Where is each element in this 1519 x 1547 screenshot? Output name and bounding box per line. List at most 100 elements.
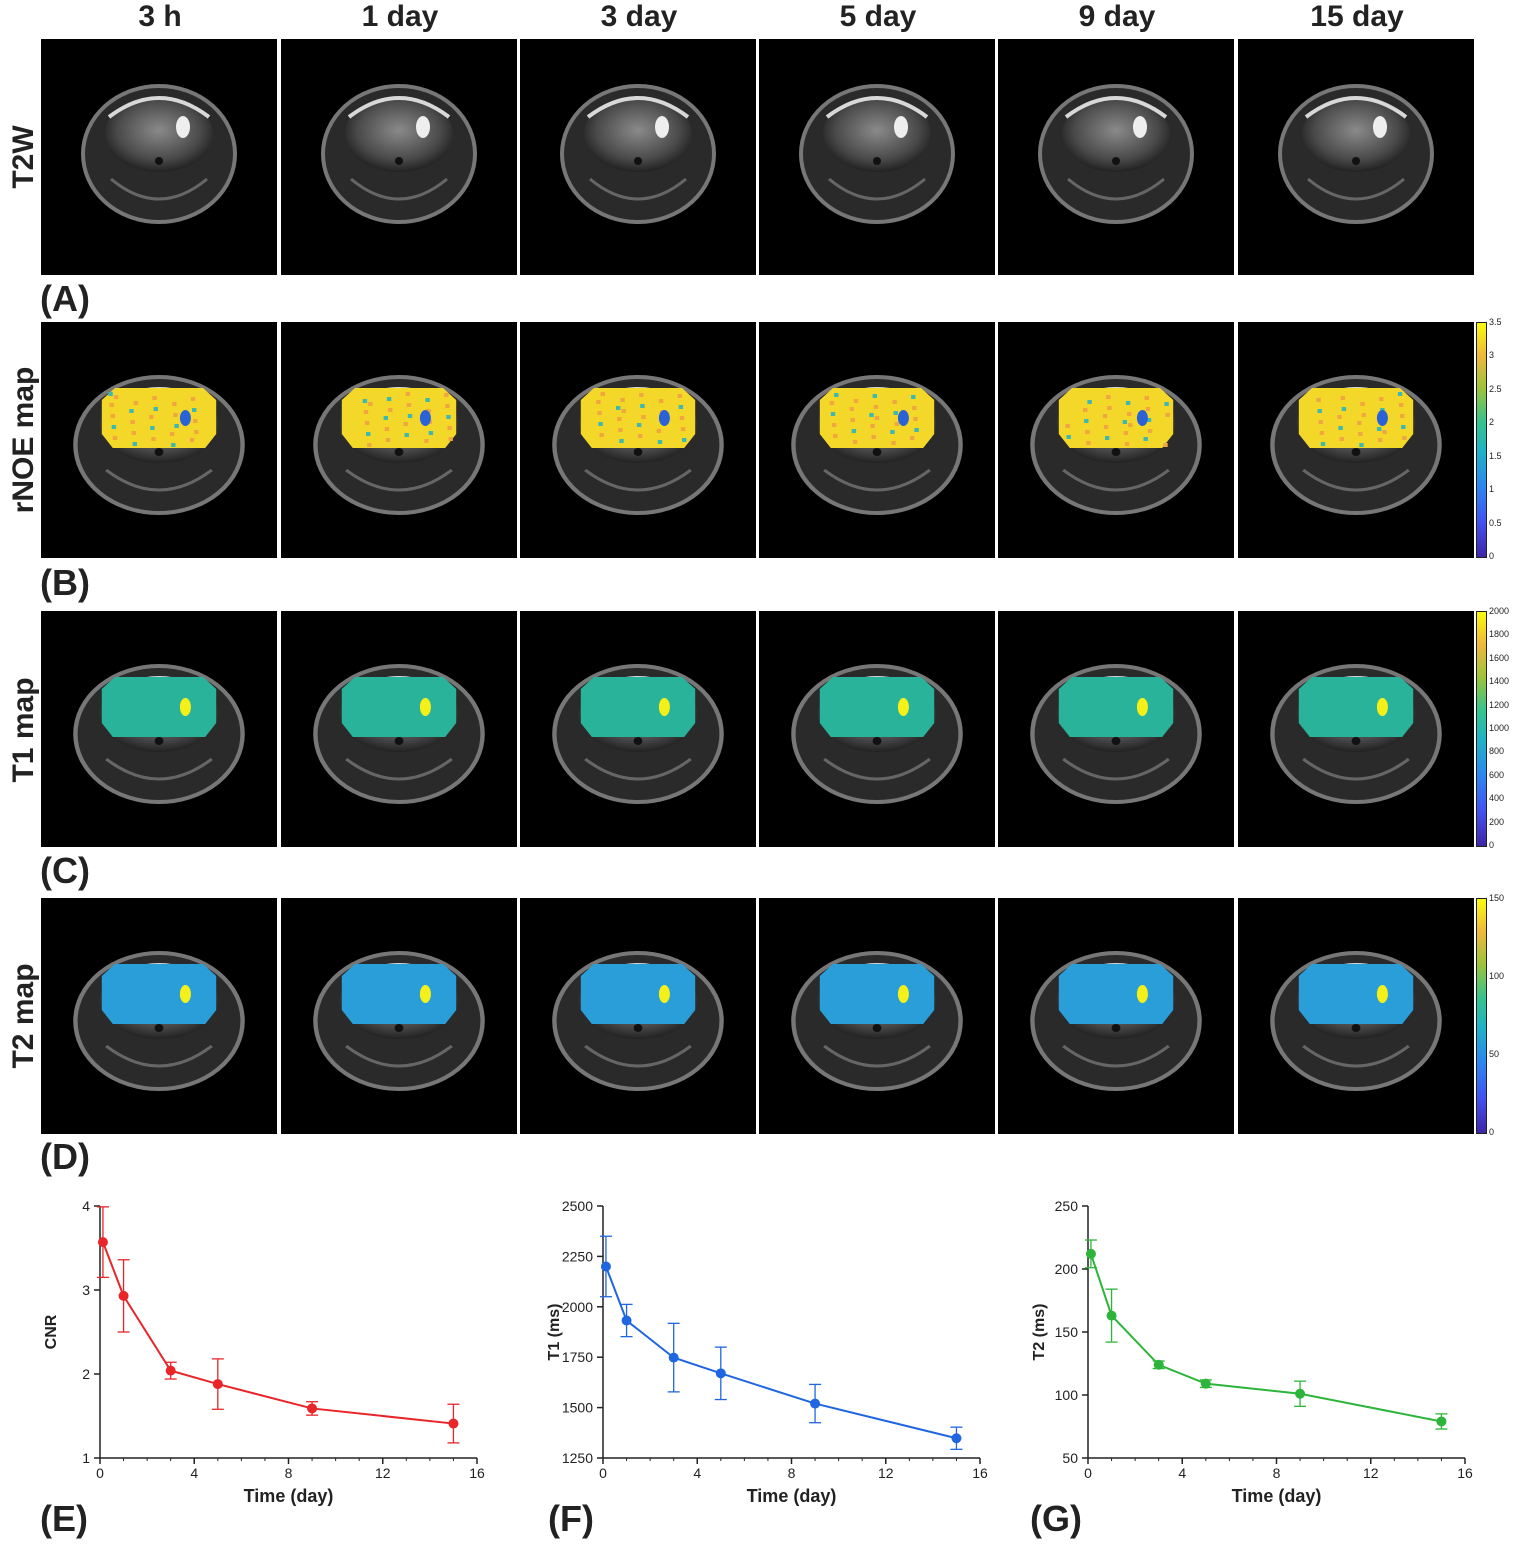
t2-line-chart: 0 4 8 12 16 50 100 150 200 250 Time (day) T2 (ms) — [1031, 1198, 1473, 1506]
map-pixel — [1320, 442, 1326, 446]
map-pixel — [189, 438, 195, 442]
map-pixel — [1128, 423, 1133, 427]
parametric-map-overlay — [1298, 964, 1414, 1024]
midline-structure — [155, 157, 163, 165]
midline-structure — [1112, 157, 1120, 165]
skull-rim — [1064, 96, 1168, 119]
lesion-spot — [894, 116, 908, 138]
y-tick-label: 50 — [1062, 1450, 1078, 1466]
map-pixel — [445, 404, 450, 408]
colorbar-tick: 1 — [1489, 484, 1495, 495]
colorbar-t2 — [1476, 898, 1487, 1134]
map-pixel — [831, 423, 837, 427]
jaw-structure — [584, 757, 692, 781]
map-pixel — [403, 422, 408, 426]
map-pixel — [894, 422, 899, 426]
map-pixel — [129, 409, 134, 413]
map-pixel — [111, 425, 117, 429]
midline-structure — [872, 1024, 882, 1032]
map-pixel — [364, 421, 370, 425]
jaw-structure — [345, 468, 453, 492]
y-axis-label: CNR — [43, 1314, 60, 1349]
map-pixel — [853, 399, 859, 403]
map-pixel — [1402, 436, 1407, 440]
lesion-spot — [179, 698, 191, 716]
map-pixel — [172, 402, 177, 406]
colorbar-tick: 2000 — [1489, 606, 1510, 616]
map-pixel — [600, 392, 605, 396]
map-pixel — [1085, 430, 1090, 434]
map-pixel — [657, 440, 663, 444]
lesion-spot — [419, 698, 431, 716]
mri-tile — [998, 611, 1234, 847]
data-point — [621, 1315, 632, 1326]
x-tick-label: 16 — [1457, 1465, 1473, 1481]
midline-structure — [873, 157, 881, 165]
map-pixel — [1319, 431, 1325, 435]
map-pixel — [1084, 419, 1089, 423]
map-pixel — [388, 408, 393, 412]
lesion-spot — [897, 985, 909, 1003]
row-label-rnoe: rNOE map — [7, 366, 40, 514]
colorbar-tick: 400 — [1489, 793, 1505, 804]
jaw-structure — [589, 177, 687, 201]
data-point — [165, 1365, 176, 1376]
map-pixel — [872, 394, 877, 398]
map-pixel — [911, 395, 916, 399]
map-pixel — [368, 402, 373, 406]
map-pixel — [386, 397, 392, 401]
map-pixel — [1145, 407, 1151, 411]
map-pixel — [407, 414, 413, 418]
map-pixel — [1340, 396, 1345, 400]
lesion-spot — [419, 985, 431, 1003]
parametric-map-overlay — [580, 388, 696, 448]
map-pixel — [912, 406, 917, 410]
y-tick-label: 1250 — [562, 1450, 593, 1466]
x-axis-label: Time (day) — [244, 1486, 334, 1506]
mri-tile — [281, 898, 517, 1134]
colorbar-tick: 600 — [1489, 769, 1505, 780]
midline-structure — [1111, 448, 1121, 456]
map-pixel — [914, 428, 919, 432]
map-pixel — [599, 433, 604, 437]
y-tick-label: 200 — [1055, 1261, 1079, 1277]
mri-tile — [520, 322, 756, 558]
x-axis-label: Time (day) — [1232, 1486, 1322, 1506]
parametric-map-overlay — [1058, 964, 1174, 1024]
lesion-spot — [179, 410, 191, 426]
y-axis-label: T1 (ms) — [546, 1304, 563, 1361]
map-pixel — [833, 434, 838, 438]
map-pixel — [638, 434, 643, 438]
skull-rim — [107, 96, 211, 119]
map-pixel — [1146, 418, 1152, 422]
map-pixel — [678, 405, 684, 409]
map-pixel — [1107, 406, 1112, 410]
map-pixel — [893, 411, 898, 415]
midline-structure — [394, 448, 404, 456]
map-pixel — [406, 403, 412, 407]
lesion-spot — [1136, 698, 1148, 716]
lesion-spot — [176, 116, 190, 138]
map-pixel — [404, 433, 409, 437]
column-label-3day: 3 day — [600, 0, 678, 33]
map-pixel — [112, 436, 118, 440]
map-pixel — [113, 395, 119, 399]
y-tick-label: 2250 — [562, 1248, 593, 1264]
data-point — [212, 1379, 223, 1390]
map-pixel — [639, 393, 644, 397]
map-pixel — [616, 406, 621, 410]
skull-rim — [347, 96, 451, 119]
mri-tile — [41, 322, 277, 558]
mri-tile — [759, 611, 995, 847]
jaw-structure — [1302, 1044, 1410, 1068]
parametric-map-overlay — [1298, 388, 1414, 448]
data-point — [307, 1403, 318, 1414]
x-tick-label: 4 — [693, 1465, 701, 1481]
lesion-spot — [655, 116, 669, 138]
map-pixel — [1379, 397, 1384, 401]
map-pixel — [1163, 443, 1168, 447]
colorbar-t1 — [1476, 611, 1487, 847]
colorbar-tick: 800 — [1489, 746, 1505, 757]
map-pixel — [108, 392, 113, 396]
